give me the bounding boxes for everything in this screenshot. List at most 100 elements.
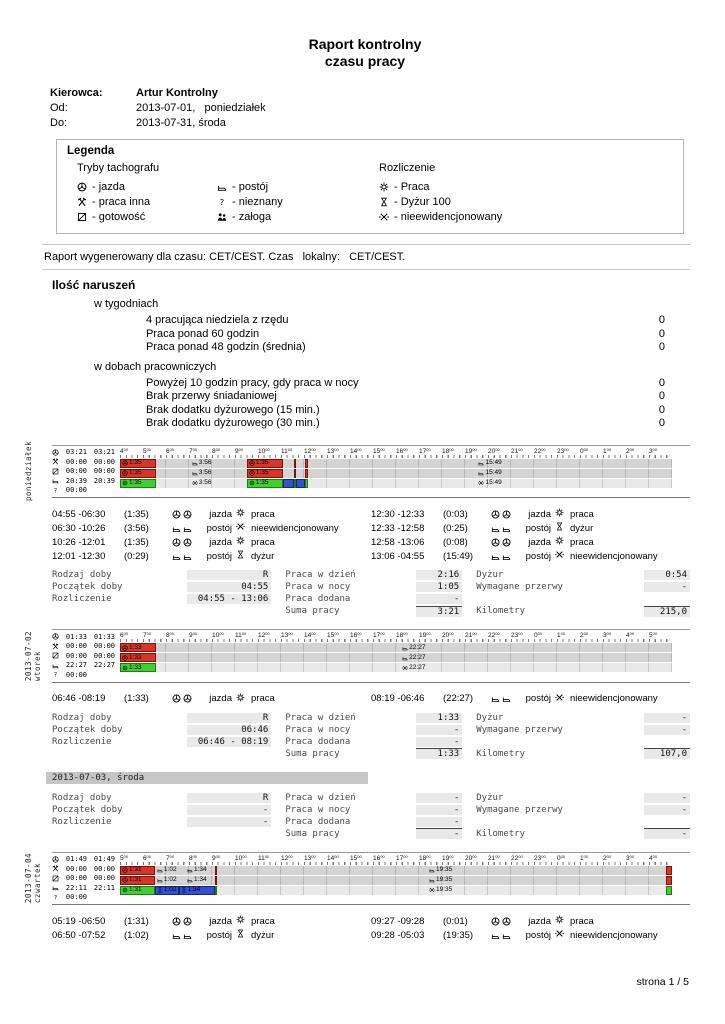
summary-row: Dyżur 0:54 (476, 569, 691, 581)
hour-label: 1000 (258, 446, 270, 455)
activity: 12:58 -13:06 (0:08) jazda praca (371, 535, 690, 549)
activity-duration: (1:35) (124, 508, 149, 520)
jazda-icon (502, 510, 511, 519)
summary-row: Rozliczenie 06:46 - 08:19 (52, 736, 272, 748)
legend-item-label: - gotowość (92, 210, 146, 223)
segment-praca (665, 885, 672, 895)
summary-row: Suma pracy - (285, 828, 463, 840)
hour-scale: 500 600 700 800 900 1000 1100 1200 1300 1400 1500 1… (120, 854, 672, 865)
summary-row: Praca w dzień 1:33 (285, 712, 463, 724)
summary-group-praca: Praca w dzień - Praca w nocy - Praca dodana -… (285, 792, 476, 840)
activity-mode-icons (487, 917, 511, 926)
totals-row: 01:33 01:33 (52, 632, 120, 642)
hour-label: 200 (580, 631, 589, 639)
activity-mode-icons (168, 917, 192, 926)
bar-row: 1:33 22:27 (120, 653, 672, 662)
summary-value: R (187, 792, 272, 803)
segment-postoj: 15:49 (308, 469, 672, 478)
hour-label: 000 (534, 631, 543, 639)
summary-value: - (187, 804, 272, 815)
segment-label: 1:33 (121, 654, 143, 662)
day-block: 2013-07-04 czwartek 01:49 01:49 00:00 00:00 00… (24, 851, 690, 943)
segment-jazda: 1:35 (246, 458, 284, 468)
summary-row: Praca w dzień - (285, 792, 463, 804)
activity-settle-icon (236, 693, 247, 705)
activity-mode-icons (168, 524, 192, 533)
summary-value: 06:46 (187, 724, 272, 735)
summary-row: Dyżur - (476, 712, 691, 724)
segment-label: 22:27 (401, 654, 426, 662)
postoj-icon (491, 694, 500, 703)
violation-row: Brak przerwy śniadaniowej 0 (146, 390, 690, 404)
hour-label: 1400 (350, 446, 362, 455)
violation-label: Brak przerwy śniadaniowej (146, 390, 277, 402)
summary-row: Praca w nocy - (285, 804, 463, 816)
hour-label: 400 (120, 446, 129, 455)
legend-item-label: - postój (232, 180, 269, 193)
driver-name: Artur Kontrolny (136, 87, 218, 99)
hour-label: 1300 (281, 631, 293, 639)
summary-group-inne: Dyżur - Wymagane przerwy - Kilometry - (476, 792, 691, 840)
total-slot2: 01:33 (93, 632, 115, 641)
nieewid-icon (555, 929, 564, 938)
praca-icon (555, 915, 564, 924)
zaloga-icon (217, 212, 227, 222)
segment-postoj: 22:27 (156, 653, 672, 662)
bar-row: 1:33 22:27 (120, 643, 672, 652)
segment-praca: 1:35 (120, 478, 157, 488)
total-slot1: 01:33 (65, 632, 87, 641)
activity-settle-icon (555, 536, 566, 548)
summary-row: Początek doby 06:46 (52, 724, 272, 736)
segment-postoj: 19:35 (215, 866, 665, 875)
legend-tacho-columns: - jazda - praca inna - gotowość - postój? -… (77, 179, 379, 224)
hour-label: 2100 (465, 631, 477, 639)
praca-icon (122, 664, 128, 671)
total-slot2: 00:00 (93, 651, 115, 660)
totals-row: 00:00 00:00 (52, 642, 120, 652)
activity-mode: jazda (528, 508, 551, 520)
summary-group-praca: Praca w dzień 2:16 Praca w nocy 1:05 Praca d… (285, 569, 476, 617)
postoj-icon (187, 877, 193, 883)
jazda-icon (172, 694, 181, 703)
summary-value: 107,0 (644, 748, 691, 759)
violations-weekly-list: 4 pracująca niedziela z rzędu 0 Praca pona… (50, 314, 690, 355)
activity-settlement: dyżur (251, 929, 275, 941)
hour-label: 900 (212, 853, 221, 862)
totals-row: 03:21 03:21 (52, 448, 120, 458)
summary-row: Kilometry 107,0 (476, 748, 691, 760)
segment-label: 19:35 (428, 886, 453, 894)
segment-nieewid: 19:35 (215, 886, 665, 895)
activity-range: 06:50 -07:52 (52, 929, 106, 941)
jazda-icon (183, 917, 192, 926)
activity-mode: postój (525, 929, 551, 941)
activity: 10:26 -12:01 (1:35) jazda praca (52, 535, 371, 549)
hour-label: 1000 (235, 853, 247, 862)
activity-range: 12:30 -12:33 (371, 508, 425, 520)
segment-label: 19:35 (428, 876, 453, 884)
activity-duration: (22:27) (443, 693, 474, 704)
hour-label: 200 (626, 446, 635, 455)
hour-label: 1400 (304, 631, 316, 639)
postoj-icon (183, 552, 192, 561)
activity: 06:46 -08:19 (1:33) jazda praca (52, 692, 371, 706)
segment-label: 1:34 (186, 876, 208, 884)
legend-item-label: - nieewidencjonowany (394, 210, 503, 223)
violation-row: 4 pracująca niedziela z rzędu 0 (146, 314, 690, 328)
day-timeline: poniedziałek 03:21 03:21 00:00 00:00 00:00 00:… (24, 441, 690, 501)
hour-label: 800 (212, 446, 221, 455)
activity-row: 06:30 -10:26 (3:56) postój nieewidencjonowa… (52, 521, 690, 535)
hour-label: 1400 (327, 853, 339, 862)
summary-label: Kilometry (476, 606, 526, 616)
nieewid-icon (379, 212, 389, 222)
summary-label: Rozliczenie (52, 816, 112, 827)
summary-value: 1:05 (416, 582, 463, 592)
hour-label: 2000 (488, 446, 500, 455)
legend-tacho-title: Tryby tachografu (77, 162, 160, 174)
summary-row: Dyżur - (476, 792, 691, 804)
summary-row: Praca w dzień 2:16 (285, 569, 463, 581)
segment-label: 1:35 (121, 479, 143, 487)
bar-row: 1:35 3:56 1:35 15:49 (120, 458, 672, 468)
activity-duration: (0:08) (443, 536, 468, 548)
summary-value: - (416, 804, 463, 815)
praca-icon (236, 693, 245, 702)
